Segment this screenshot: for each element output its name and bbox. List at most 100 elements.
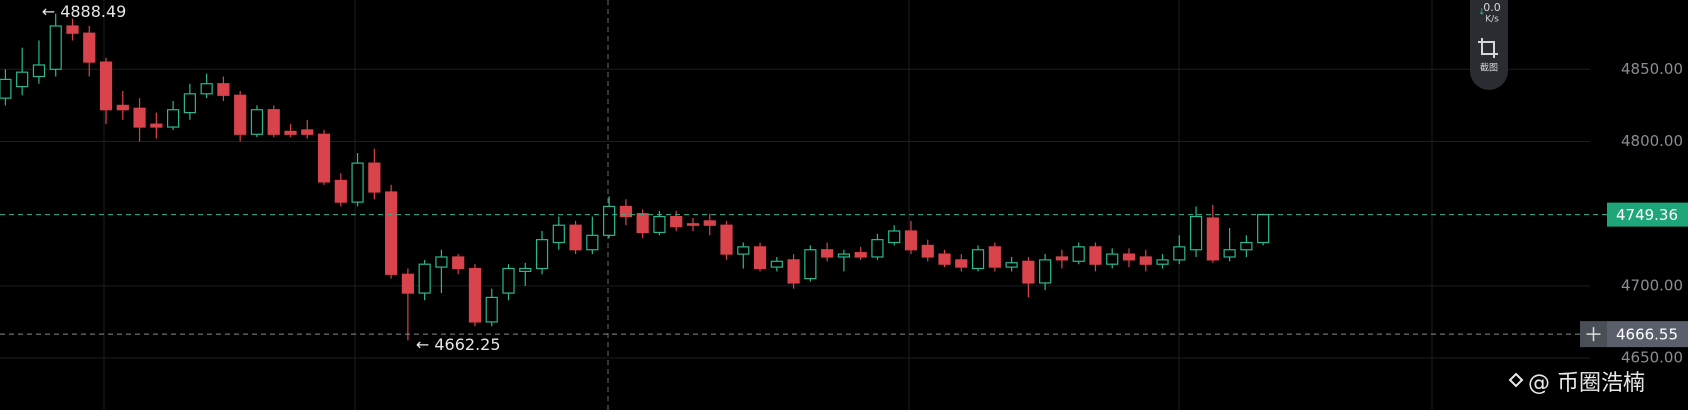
- y-tick-label: 4850.00: [1621, 60, 1683, 78]
- candle-body: [1257, 213, 1270, 244]
- candle-body: [955, 259, 968, 268]
- last-price-box: [1607, 202, 1688, 227]
- candle-body: [99, 61, 113, 111]
- candle-body: [854, 252, 867, 258]
- candle-body: [938, 253, 951, 265]
- candle-body: [804, 249, 817, 280]
- y-tick-label: 4650.00: [1621, 349, 1683, 367]
- candle-body: [167, 109, 180, 128]
- candle-body: [837, 253, 851, 258]
- y-tick-label: 4800.00: [1621, 132, 1683, 150]
- candle-body: [1039, 259, 1052, 284]
- plot-area: [0, 13, 1607, 359]
- candle-body: [485, 296, 498, 323]
- candle-body: [317, 133, 331, 183]
- last-price-label: 4749.36: [1616, 206, 1678, 224]
- screenshot-icon[interactable]: [1478, 38, 1498, 58]
- crop-icon-a: [1481, 38, 1498, 55]
- candle-body: [200, 83, 213, 95]
- candle-body: [1139, 256, 1152, 265]
- candle-body: [1189, 215, 1203, 251]
- widget-background: [1470, 0, 1508, 90]
- y-tick-label: 4700.00: [1621, 276, 1683, 294]
- candle-body: [334, 179, 347, 203]
- candle-body: [301, 129, 314, 135]
- candle-body: [871, 239, 884, 258]
- candle-body: [1206, 217, 1219, 261]
- candle-body: [1005, 262, 1018, 268]
- candle-body: [720, 224, 733, 255]
- candle-body: [502, 267, 515, 294]
- crosshair-add-button[interactable]: [1580, 321, 1607, 348]
- add-button-icon: [1586, 327, 1601, 342]
- watermark: @ 币圈浩楠: [1528, 371, 1645, 396]
- candle-body: [569, 224, 582, 251]
- toolbar-widget[interactable]: ↓ 0.0 K/s 截图: [1470, 0, 1508, 90]
- candle-body: [1156, 259, 1169, 265]
- candle-body: [737, 246, 750, 255]
- candle-body: [32, 64, 46, 78]
- candle-body: [686, 223, 700, 226]
- speed-unit: K/s: [1485, 15, 1499, 25]
- candle-body: [1240, 241, 1253, 251]
- candle-body: [770, 260, 783, 268]
- candle-body: [452, 256, 465, 270]
- candle-body: [183, 93, 196, 114]
- candle-body: [49, 25, 62, 70]
- candle-body: [83, 32, 96, 63]
- candle-body: [234, 94, 247, 135]
- candle-body: [619, 205, 632, 218]
- watermark-logo: [1508, 372, 1524, 388]
- candle-body: [670, 215, 683, 228]
- candle-body: [753, 246, 767, 270]
- candle-body: [703, 220, 716, 226]
- candle-body: [535, 239, 549, 270]
- crosshair-price-label: 4666.55: [1616, 326, 1678, 344]
- extreme-annotation: ← 4888.49: [42, 2, 127, 21]
- candle-body: [16, 71, 29, 88]
- candle-body: [821, 249, 834, 258]
- speed-value: 0.0: [1483, 1, 1501, 14]
- candle-body: [418, 263, 431, 294]
- candle-body: [468, 267, 482, 323]
- candle-body: [1022, 260, 1035, 284]
- candle-body: [401, 273, 414, 294]
- candle-body: [787, 259, 800, 284]
- candle-body: [217, 83, 230, 96]
- candle-body: [267, 109, 280, 135]
- vertical-grid: [103, 0, 1433, 410]
- logo-diamond: [1508, 372, 1524, 388]
- screenshot-label: 截图: [1480, 62, 1498, 74]
- candle-body: [653, 215, 666, 234]
- candle-body: [385, 191, 398, 275]
- candle-body: [603, 205, 616, 236]
- candle-body: [250, 109, 264, 135]
- candle-body: [988, 246, 1001, 268]
- crop-icon-b: [1478, 41, 1495, 58]
- candle-body: [368, 162, 381, 193]
- extreme-annotation: ← 4662.25: [416, 335, 501, 354]
- candle-body: [150, 123, 163, 128]
- candle-body: [1072, 246, 1085, 262]
- candle-body: [116, 104, 129, 111]
- candle-body: [435, 256, 448, 268]
- candle-body: [1106, 253, 1119, 265]
- candle-body: [0, 78, 12, 99]
- candle-body: [552, 224, 565, 244]
- candle-body: [971, 249, 985, 270]
- candle-body: [284, 130, 297, 135]
- candle-body: [586, 234, 599, 251]
- candle-body: [636, 213, 649, 234]
- candle-body: [1173, 246, 1186, 261]
- candle-body: [1055, 256, 1069, 261]
- candle-body: [133, 107, 146, 128]
- speed-arrow: ↓: [1478, 8, 1486, 18]
- candle-body: [888, 230, 901, 244]
- candle-body: [1223, 249, 1236, 258]
- candle-body: [1122, 253, 1136, 261]
- candle-body: [66, 25, 79, 34]
- candle-body: [904, 230, 918, 251]
- candle-body: [1089, 246, 1102, 265]
